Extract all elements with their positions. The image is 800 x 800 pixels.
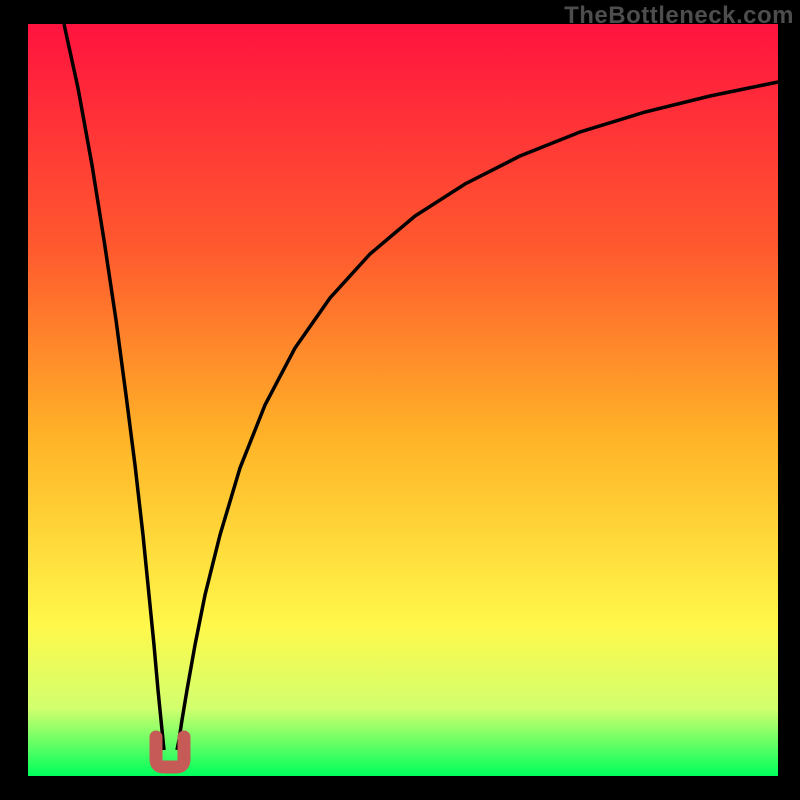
curve-left: [64, 24, 164, 750]
marker-u: [156, 737, 184, 767]
chart-frame: TheBottleneck.com: [0, 0, 800, 800]
curves-layer: [0, 0, 800, 800]
watermark-text: TheBottleneck.com: [564, 2, 794, 30]
curve-right: [177, 82, 778, 750]
